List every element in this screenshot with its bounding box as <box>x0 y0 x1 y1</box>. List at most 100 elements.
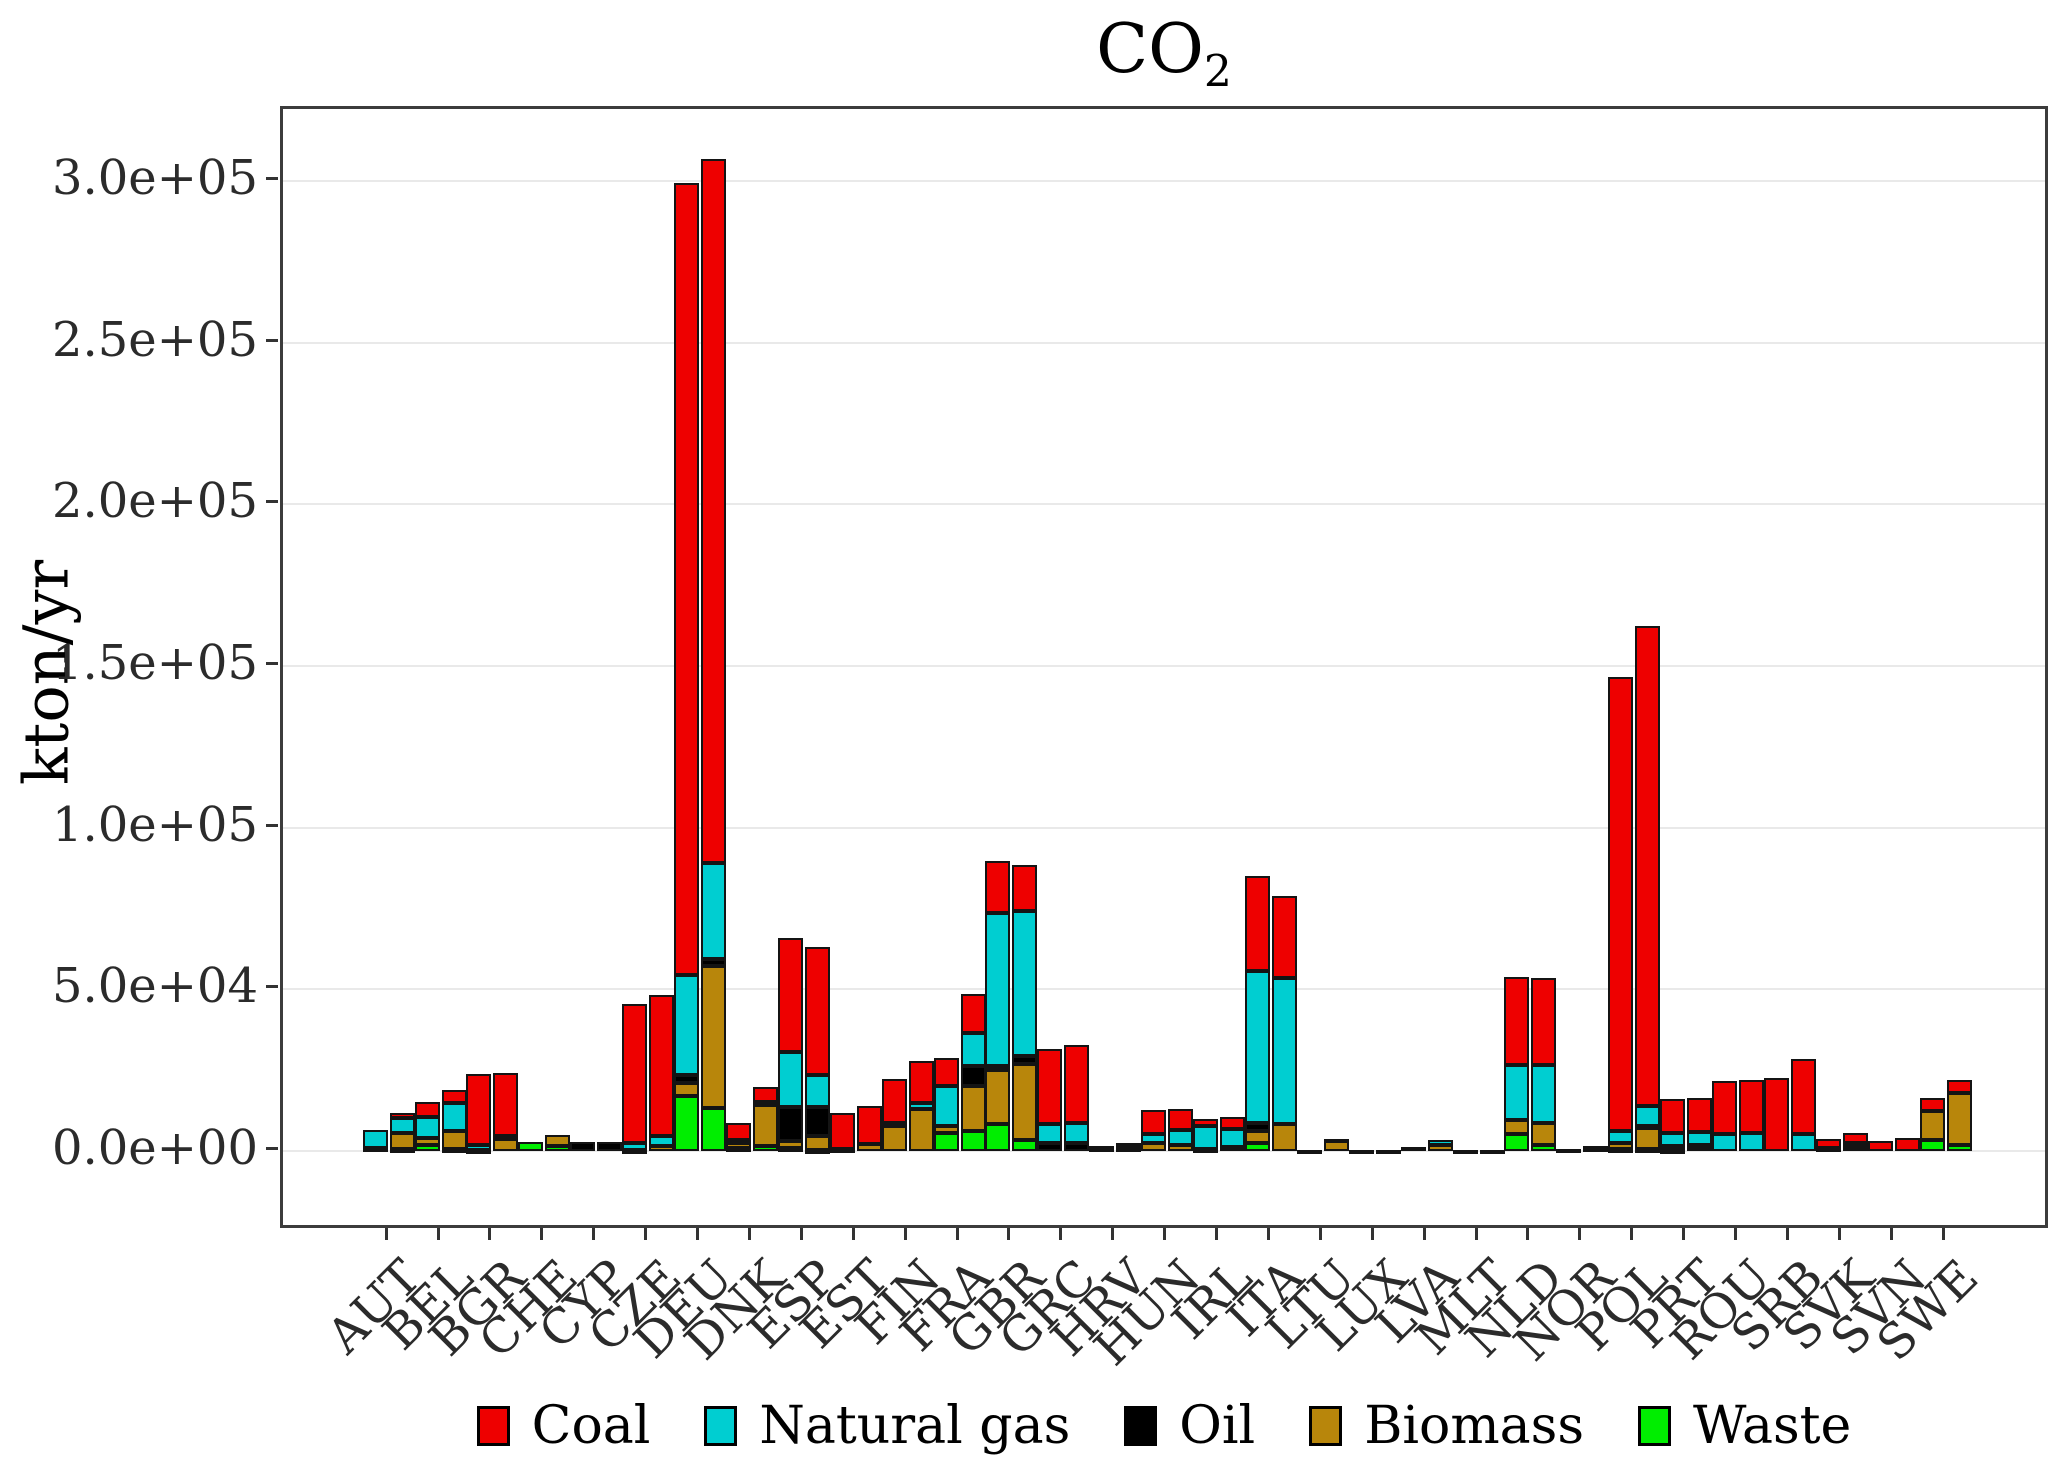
bar-segment-swe-2-biomass <box>1946 1093 1972 1146</box>
legend-swatch-coal <box>476 1406 510 1446</box>
chart-title-subscript: 2 <box>1203 46 1232 98</box>
bar-segment-esp-1-coal <box>777 937 803 1053</box>
bar-segment-lux-1-gas <box>1348 1150 1374 1155</box>
bar-segment-ita-2-coal <box>1271 896 1297 978</box>
bar-segment-deu-2-coal <box>701 159 726 864</box>
x-tick-mark <box>696 1228 699 1240</box>
bar-segment-ita-2-biomass <box>1271 1123 1297 1151</box>
y-gridline <box>283 1150 2045 1152</box>
bar-segment-bel-2-coal <box>441 1090 467 1104</box>
x-tick-mark <box>488 1228 492 1240</box>
y-tick-label: 5.0e+04 <box>51 958 258 1015</box>
bar-segment-che-1-waste <box>518 1142 544 1151</box>
bar-segment-esp-1-biomass <box>777 1141 803 1149</box>
bar-segment-prt-1-oil <box>1660 1145 1686 1150</box>
bar-segment-hun-1-coal <box>1141 1109 1167 1134</box>
bar-segment-fin-1-coal <box>881 1078 907 1123</box>
bar-segment-ita-1-biomass <box>1244 1131 1270 1143</box>
bar-segment-bel-2-biomass <box>441 1130 467 1150</box>
bar-segment-deu-2-waste <box>701 1107 726 1151</box>
bar-segment-fra-2-oil <box>960 1066 986 1086</box>
x-tick-mark <box>1474 1228 1478 1240</box>
bar-segment-svk-1-coal <box>1815 1139 1841 1149</box>
x-tick-mark <box>851 1228 855 1240</box>
x-tick-mark <box>1163 1228 1167 1240</box>
y-gridline <box>283 341 2045 344</box>
bar-segment-dnk-2-waste <box>752 1146 778 1151</box>
bar-segment-nld-1-biomass <box>1504 1120 1530 1134</box>
bar-segment-svk-1-oil <box>1815 1148 1841 1153</box>
x-tick-mark <box>955 1228 959 1240</box>
x-tick-mark <box>1318 1228 1322 1240</box>
bar-segment-hun-2-coal <box>1168 1108 1194 1130</box>
x-tick-mark <box>1734 1228 1737 1240</box>
x-tick-mark <box>1785 1228 1789 1240</box>
bar-segment-gbr-2-gas <box>1012 911 1038 1056</box>
x-tick-mark <box>1266 1228 1270 1240</box>
legend-item-biomass: Biomass <box>1309 1398 1584 1454</box>
bar-segment-gbr-1-coal <box>985 861 1011 913</box>
bar-segment-svn-2-coal <box>1894 1138 1920 1151</box>
bar-segment-svk-2-coal <box>1842 1132 1868 1143</box>
bar-segment-gbr-2-oil <box>1012 1055 1038 1064</box>
bar-segment-est-1-biomass <box>829 1148 855 1153</box>
bar-segment-esp-2-coal <box>804 947 830 1075</box>
legend-item-oil: Oil <box>1124 1398 1255 1454</box>
bar-segment-bgr-1-gas <box>466 1145 492 1151</box>
bar-segment-ita-1-gas <box>1244 970 1270 1123</box>
bar-segment-esp-2-oil <box>804 1107 830 1136</box>
bar-segment-prt-1-coal <box>1660 1099 1686 1133</box>
legend-swatch-gas <box>704 1406 738 1446</box>
x-tick-mark <box>903 1228 907 1240</box>
bar-segment-fra-2-waste <box>960 1130 986 1151</box>
bar-segment-swe-2-coal <box>1946 1080 1972 1094</box>
bar-segment-grc-1-coal <box>1037 1048 1063 1125</box>
bar-segment-aut-1-gas <box>362 1130 388 1148</box>
y-gridline <box>283 664 2045 667</box>
bar-segment-lva-2-biomass <box>1427 1144 1453 1151</box>
bar-segment-dnk-1-gas <box>725 1140 751 1144</box>
legend-item-waste: Waste <box>1638 1398 1851 1454</box>
bar-segment-cze-2-biomass <box>649 1146 675 1151</box>
bar-segment-gbr-1-gas <box>985 912 1011 1067</box>
bar-segment-fra-1-coal <box>933 1057 959 1087</box>
bar-segment-bel-2-gas <box>441 1103 467 1131</box>
y-gridline <box>283 179 2045 182</box>
bar-segment-est-2-biomass <box>856 1143 882 1151</box>
bar-segment-gbr-2-waste <box>1012 1139 1038 1151</box>
bar-segment-grc-1-gas <box>1037 1124 1063 1143</box>
x-tick-mark <box>1941 1228 1945 1240</box>
bar-segment-srb-1-coal <box>1763 1077 1789 1151</box>
bar-segment-bel-2-waste <box>441 1149 467 1154</box>
bar-segment-prt-1-waste <box>1660 1149 1686 1154</box>
x-tick-mark <box>1111 1228 1115 1240</box>
x-tick-mark <box>799 1228 803 1240</box>
x-tick-mark <box>1007 1228 1011 1240</box>
bar-segment-fra-1-waste <box>933 1132 959 1151</box>
plot-panel <box>280 106 2048 1228</box>
x-tick-mark <box>1889 1228 1893 1240</box>
x-tick-mark <box>592 1228 596 1240</box>
bar-segment-bgr-2-coal <box>493 1073 519 1137</box>
bar-segment-dnk-1-biomass <box>725 1143 751 1149</box>
x-tick-mark <box>1370 1228 1374 1240</box>
x-tick-mark <box>747 1228 751 1240</box>
bar-segment-fra-2-biomass <box>960 1085 986 1131</box>
bar-segment-swe-2-waste <box>1946 1145 1972 1151</box>
bar-segment-nld-1-waste <box>1504 1133 1530 1151</box>
bar-segment-pol-1-gas <box>1608 1131 1634 1143</box>
bar-segment-cyp-2-oil <box>597 1142 623 1151</box>
legend-swatch-biomass <box>1309 1406 1343 1446</box>
bar-segment-deu-1-biomass <box>674 1083 699 1097</box>
bar-segment-srb-2-gas <box>1790 1133 1816 1151</box>
x-tick-mark <box>1526 1228 1530 1240</box>
bar-segment-bel-1-coal <box>414 1102 440 1118</box>
bar-segment-pol-2-gas <box>1635 1106 1661 1126</box>
legend-label-coal: Coal <box>531 1396 651 1456</box>
bar-segment-aut-2-gas <box>389 1117 415 1133</box>
x-tick-mark <box>1422 1228 1426 1240</box>
bar-segment-nld-2-waste <box>1531 1144 1557 1151</box>
bar-segment-irl-2-coal <box>1220 1117 1245 1129</box>
bar-segment-bel-1-waste <box>414 1145 440 1151</box>
bar-segment-esp-2-waste <box>804 1149 830 1154</box>
